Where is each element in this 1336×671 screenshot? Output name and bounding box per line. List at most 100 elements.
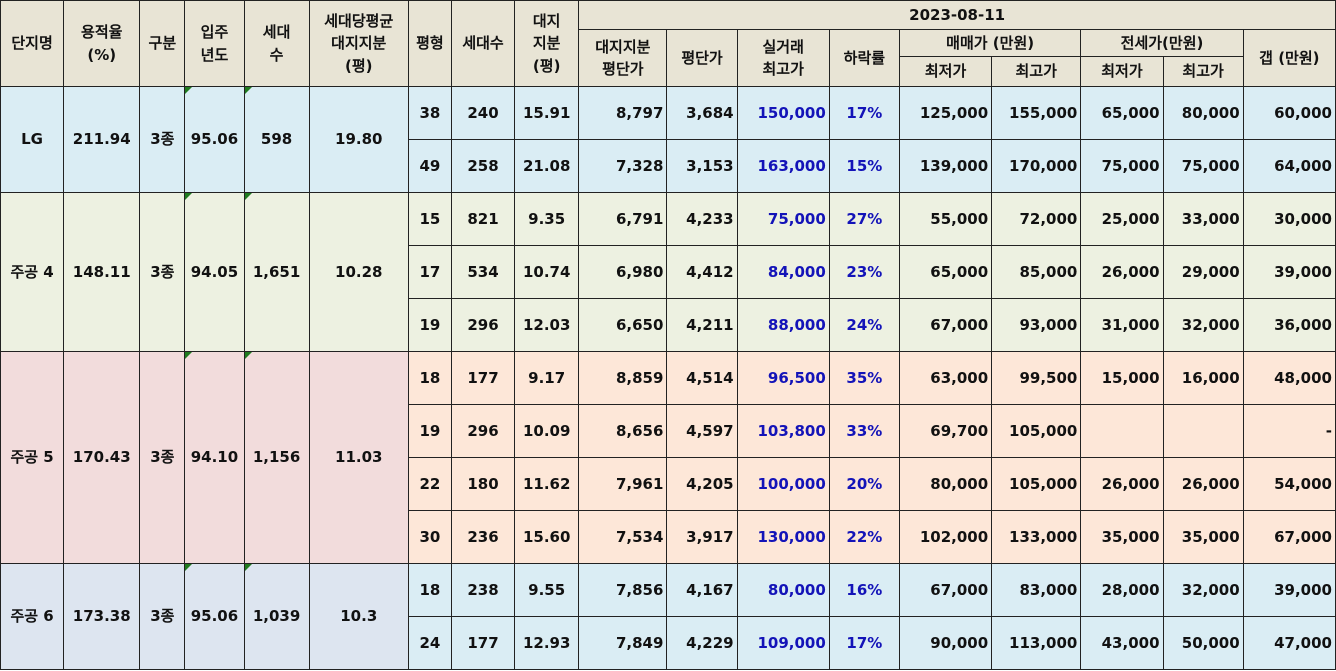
land-cell: 9.17 <box>514 351 580 405</box>
sale-low-cell: 90,000 <box>898 616 993 670</box>
jeonse-low-cell: 28,000 <box>1080 563 1164 617</box>
jeonse-low-cell: 15,000 <box>1080 351 1164 405</box>
drop-cell: 27% <box>828 192 900 246</box>
header-units: 세대 수 <box>243 0 310 87</box>
jeonse-high-cell: 35,000 <box>1162 510 1244 564</box>
drop-cell: 17% <box>828 86 900 140</box>
complex-zone: 3종 <box>139 351 186 564</box>
header-pyeong: 평형 <box>407 0 452 87</box>
complex-units: 598 <box>243 86 310 193</box>
jeonse-high-cell: 75,000 <box>1162 139 1244 193</box>
header-sale-group: 매매가 (만원) <box>898 29 1082 57</box>
drop-cell: 15% <box>828 139 900 193</box>
complex-far: 211.94 <box>63 86 141 193</box>
land-cell: 12.03 <box>514 298 580 352</box>
real-high-cell: 163,000 <box>736 139 830 193</box>
header-real-high: 실거래 최고가 <box>736 29 830 87</box>
sale-high-cell: 72,000 <box>991 192 1082 246</box>
jeonse-low-cell: 65,000 <box>1080 86 1164 140</box>
complex-name: 주공 5 <box>0 351 65 564</box>
land-price-cell: 8,859 <box>578 351 668 405</box>
header-date: 2023-08-11 <box>578 0 1336 30</box>
jeonse-high-cell <box>1162 404 1244 458</box>
land-cell: 9.35 <box>514 192 580 246</box>
py-price-cell: 3,917 <box>666 510 738 564</box>
type-units-cell: 240 <box>450 86 516 140</box>
real-high-cell: 130,000 <box>736 510 830 564</box>
header-drop: 하락률 <box>828 29 900 87</box>
pyeong-cell: 19 <box>407 404 452 458</box>
jeonse-low-cell: 43,000 <box>1080 616 1164 670</box>
gap-cell: 39,000 <box>1242 245 1336 299</box>
complex-avg-land: 10.3 <box>308 563 409 670</box>
complex-avg-land: 11.03 <box>308 351 409 564</box>
pyeong-cell: 22 <box>407 457 452 511</box>
jeonse-high-cell: 32,000 <box>1162 563 1244 617</box>
land-price-cell: 7,961 <box>578 457 668 511</box>
land-cell: 15.91 <box>514 86 580 140</box>
header-jeonse-high: 최고가 <box>1162 56 1244 87</box>
sale-high-cell: 99,500 <box>991 351 1082 405</box>
land-price-cell: 6,980 <box>578 245 668 299</box>
header-sale-low: 최저가 <box>898 56 993 87</box>
pyeong-cell: 17 <box>407 245 452 299</box>
land-cell: 12.93 <box>514 616 580 670</box>
jeonse-high-cell: 80,000 <box>1162 86 1244 140</box>
sale-low-cell: 63,000 <box>898 351 993 405</box>
jeonse-high-cell: 16,000 <box>1162 351 1244 405</box>
drop-cell: 22% <box>828 510 900 564</box>
land-price-cell: 7,849 <box>578 616 668 670</box>
table-row: 주공 5 170.43 3종 94.10 1,156 11.03 18 177 9.17 8,85… <box>0 351 1336 564</box>
header-far: 용적율 (%) <box>63 0 141 87</box>
sale-low-cell: 67,000 <box>898 563 993 617</box>
sale-high-cell: 133,000 <box>991 510 1082 564</box>
drop-cell: 35% <box>828 351 900 405</box>
header-zone: 구분 <box>139 0 186 87</box>
real-high-cell: 84,000 <box>736 245 830 299</box>
pyeong-cell: 49 <box>407 139 452 193</box>
table-row: 주공 6 173.38 3종 95.06 1,039 10.3 18 238 9.55 7,856… <box>0 563 1336 670</box>
real-high-cell: 75,000 <box>736 192 830 246</box>
complex-units: 1,651 <box>243 192 310 352</box>
table-header: 단지명 용적율 (%) 구분 입주 년도 세대 수 세대당평균 대지지분 (평) 평형 세… <box>0 0 1336 87</box>
py-price-cell: 3,684 <box>666 86 738 140</box>
gap-cell: 39,000 <box>1242 563 1336 617</box>
table-row: LG 211.94 3종 95.06 598 19.80 38 240 15.91 8,797 3,… <box>0 86 1336 193</box>
complex-units: 1,039 <box>243 563 310 670</box>
real-high-cell: 88,000 <box>736 298 830 352</box>
py-price-cell: 4,229 <box>666 616 738 670</box>
header-year: 입주 년도 <box>184 0 245 87</box>
land-cell: 15.60 <box>514 510 580 564</box>
type-units-cell: 177 <box>450 351 516 405</box>
sale-low-cell: 69,700 <box>898 404 993 458</box>
complex-year: 94.05 <box>184 192 245 352</box>
land-price-cell: 6,650 <box>578 298 668 352</box>
jeonse-high-cell: 29,000 <box>1162 245 1244 299</box>
complex-year: 94.10 <box>184 351 245 564</box>
py-price-cell: 4,211 <box>666 298 738 352</box>
sale-high-cell: 113,000 <box>991 616 1082 670</box>
header-avg-land: 세대당평균 대지지분 (평) <box>308 0 409 87</box>
jeonse-high-cell: 32,000 <box>1162 298 1244 352</box>
real-high-cell: 150,000 <box>736 86 830 140</box>
drop-cell: 20% <box>828 457 900 511</box>
drop-cell: 17% <box>828 616 900 670</box>
table-row: 19 296 12.03 6,650 4,211 88,000 24% 67,000 93,00… <box>1 298 1336 352</box>
complex-name: LG <box>0 86 65 193</box>
sale-high-cell: 105,000 <box>991 457 1082 511</box>
complex-far: 148.11 <box>63 192 141 352</box>
table-row: 17 534 10.74 6,980 4,412 84,000 23% 65,000 85,00… <box>1 245 1336 299</box>
real-high-cell: 96,500 <box>736 351 830 405</box>
land-price-cell: 8,656 <box>578 404 668 458</box>
complex-zone: 3종 <box>139 86 186 193</box>
gap-cell: 60,000 <box>1242 86 1336 140</box>
header-py-price: 평단가 <box>666 29 738 87</box>
jeonse-low-cell <box>1080 404 1164 458</box>
complex-year: 95.06 <box>184 563 245 670</box>
table-row: 24 177 12.93 7,849 4,229 109,000 17% 90,000 113,… <box>1 616 1336 670</box>
land-price-cell: 7,856 <box>578 563 668 617</box>
gap-cell: 47,000 <box>1242 616 1336 670</box>
gap-cell: 67,000 <box>1242 510 1336 564</box>
header-land-price: 대지지분 평단가 <box>578 29 668 87</box>
